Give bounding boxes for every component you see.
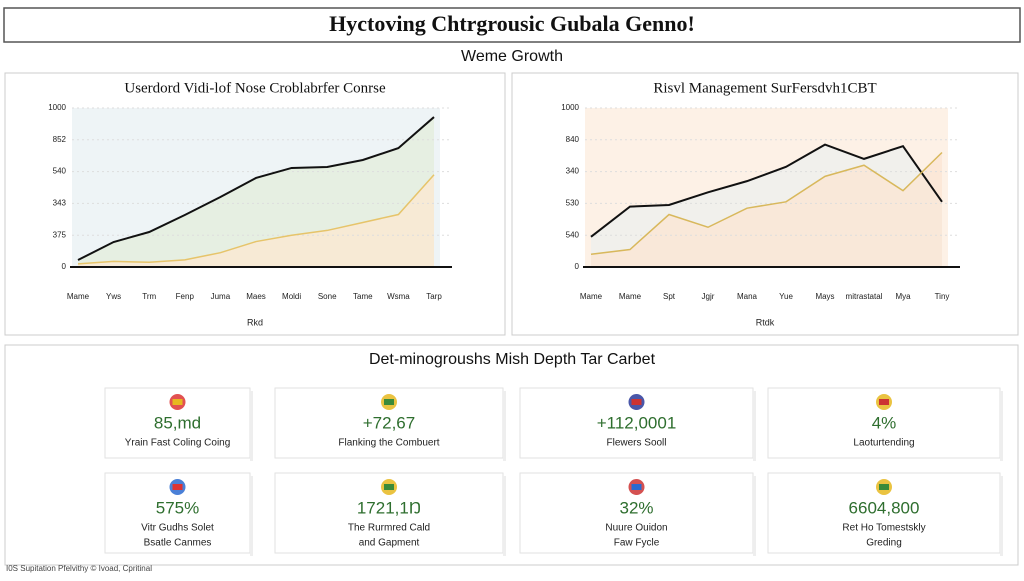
card-value: +112,0001 xyxy=(597,413,677,432)
card-icon xyxy=(384,484,394,490)
x-tick-label: Tiny xyxy=(935,292,950,301)
x-tick-label: Jgjr xyxy=(702,292,715,301)
card-value: 1721,1Ŋ xyxy=(357,498,421,517)
area xyxy=(591,152,942,267)
card-label: Vitr Gudhs Solet xyxy=(141,523,214,534)
card-value: 6604,800 xyxy=(849,498,920,517)
y-tick-label: 540 xyxy=(53,167,67,176)
y-tick-label: 1000 xyxy=(48,103,66,112)
x-tick-label: Trm xyxy=(142,292,156,301)
section-title: Det-minogroushs Mish Depth Tar Carbet xyxy=(369,351,656,368)
area xyxy=(78,174,434,267)
card-shadow xyxy=(753,476,756,556)
card-icon xyxy=(879,399,889,405)
card-label: and Gapment xyxy=(359,538,420,549)
y-tick-label: 340 xyxy=(566,167,580,176)
card-value: +72,67 xyxy=(363,413,415,432)
card-label: Bsatle Canmes xyxy=(144,538,212,549)
card-shadow xyxy=(1000,391,1003,461)
y-tick-label: 0 xyxy=(62,262,67,271)
card-label: Laoturtending xyxy=(853,438,914,449)
x-tick-label: Yws xyxy=(106,292,121,301)
card-shadow xyxy=(250,476,253,556)
line xyxy=(590,143,943,238)
card-value: 4% xyxy=(872,413,897,432)
x-tick-label: Tarp xyxy=(426,292,442,301)
x-tick-label: Mame xyxy=(67,292,90,301)
x-tick-label: Yue xyxy=(779,292,793,301)
x-tick-label: Mays xyxy=(815,292,834,301)
y-tick-label: 343 xyxy=(53,199,67,208)
card-shadow xyxy=(753,391,756,461)
card-shadow xyxy=(503,391,506,461)
x-tick-label: Mame xyxy=(619,292,642,301)
x-tick-label: Moldi xyxy=(282,292,301,301)
x-tick-label: mitrastatal xyxy=(846,292,883,301)
x-axis-label: Rtdk xyxy=(756,317,775,327)
card-icon xyxy=(172,399,183,405)
card-label: Flanking the Combuert xyxy=(338,438,439,449)
card-value: 85,md xyxy=(154,413,201,432)
card-icon xyxy=(172,484,183,490)
card-icon xyxy=(879,484,889,490)
card-shadow xyxy=(503,476,506,556)
page-title: Hyctoving Chtrgrousic Gubala Genno! xyxy=(329,11,695,36)
card-label: Yrain Fast Coling Coing xyxy=(125,438,231,449)
page-subtitle: Weme Growth xyxy=(461,48,563,65)
card-shadow xyxy=(1000,476,1003,556)
x-tick-label: Mana xyxy=(737,292,758,301)
x-tick-label: Maes xyxy=(246,292,266,301)
y-tick-label: 1000 xyxy=(561,103,579,112)
card-icon xyxy=(631,399,642,405)
x-tick-label: Mya xyxy=(895,292,911,301)
x-tick-label: Sone xyxy=(318,292,337,301)
x-tick-label: Fenp xyxy=(176,292,195,301)
x-tick-label: Tame xyxy=(353,292,373,301)
card-label: Greding xyxy=(866,538,902,549)
line xyxy=(77,116,435,261)
footer: I0S Supitation Pfelvithy © Ivoad, Cpriti… xyxy=(6,564,152,573)
y-tick-label: 540 xyxy=(566,230,580,239)
card-icon xyxy=(631,484,642,490)
x-tick-label: Wsma xyxy=(387,292,410,301)
y-tick-label: 375 xyxy=(53,230,67,239)
y-tick-label: 852 xyxy=(53,135,67,144)
card-label: Flewers Sooll xyxy=(606,438,666,449)
y-tick-label: 0 xyxy=(575,262,580,271)
card-label: Nuure Ouidon xyxy=(605,523,667,534)
line xyxy=(590,151,943,256)
card-label: The Rurmred Cald xyxy=(348,523,430,534)
header-box xyxy=(3,7,1021,43)
y-tick-label: 530 xyxy=(566,199,580,208)
chart-title: Userdord Vidi-lof Nose Croblabrfer Conrs… xyxy=(124,80,386,96)
x-tick-label: Juma xyxy=(211,292,231,301)
card-value: 575% xyxy=(156,498,199,517)
card-label: Ret Ho Tomestskly xyxy=(842,523,925,534)
card-value: 32% xyxy=(619,498,653,517)
card-shadow xyxy=(250,391,253,461)
card-label: Faw Fycle xyxy=(614,538,660,549)
chart-title: Risvl Management SurFersdvh1CBT xyxy=(653,80,876,96)
x-axis-label: Rkd xyxy=(247,317,263,327)
y-tick-label: 840 xyxy=(566,135,580,144)
x-tick-label: Mame xyxy=(580,292,603,301)
x-tick-label: Spt xyxy=(663,292,676,301)
line xyxy=(77,174,435,265)
card-icon xyxy=(384,399,394,405)
